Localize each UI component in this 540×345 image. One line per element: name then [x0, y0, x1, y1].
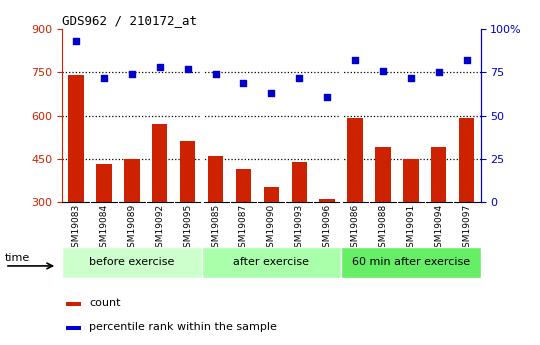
- Point: [99, 75, 108, 80]
- Point: [183, 66, 192, 72]
- Text: after exercise: after exercise: [233, 257, 309, 267]
- Bar: [236, 169, 251, 202]
- Text: GSM19087: GSM19087: [239, 204, 248, 253]
- Bar: [375, 147, 390, 202]
- Bar: [341, 247, 481, 278]
- Point: [351, 58, 360, 63]
- Bar: [459, 118, 474, 202]
- Bar: [69, 75, 84, 202]
- Text: GDS962 / 210172_at: GDS962 / 210172_at: [62, 14, 197, 27]
- Text: GSM19083: GSM19083: [71, 204, 80, 253]
- Text: GSM19093: GSM19093: [295, 204, 303, 253]
- Bar: [431, 147, 447, 202]
- Point: [127, 71, 136, 77]
- Text: count: count: [89, 298, 121, 308]
- Bar: [62, 247, 201, 278]
- Bar: [124, 159, 139, 202]
- Point: [72, 39, 80, 44]
- Point: [211, 71, 220, 77]
- Point: [407, 75, 415, 80]
- Point: [323, 94, 332, 99]
- Bar: [320, 199, 335, 202]
- Text: GSM19097: GSM19097: [462, 204, 471, 253]
- Bar: [66, 302, 81, 306]
- Point: [239, 80, 248, 86]
- Text: GSM19088: GSM19088: [379, 204, 388, 253]
- Bar: [264, 187, 279, 202]
- Bar: [66, 326, 81, 330]
- Bar: [208, 156, 223, 202]
- Text: before exercise: before exercise: [89, 257, 174, 267]
- Bar: [180, 141, 195, 202]
- Text: GSM19084: GSM19084: [99, 204, 109, 253]
- Point: [156, 65, 164, 70]
- Bar: [96, 165, 112, 202]
- Bar: [292, 161, 307, 202]
- Bar: [403, 159, 418, 202]
- Text: GSM19096: GSM19096: [323, 204, 332, 253]
- Point: [462, 58, 471, 63]
- Text: time: time: [5, 254, 30, 264]
- Text: GSM19090: GSM19090: [267, 204, 276, 253]
- Text: 60 min after exercise: 60 min after exercise: [352, 257, 470, 267]
- Bar: [152, 124, 167, 202]
- Text: GSM19094: GSM19094: [434, 204, 443, 253]
- Point: [267, 90, 275, 96]
- Bar: [347, 118, 363, 202]
- Text: GSM19089: GSM19089: [127, 204, 136, 253]
- Text: percentile rank within the sample: percentile rank within the sample: [89, 322, 277, 332]
- Point: [379, 68, 387, 73]
- Text: GSM19086: GSM19086: [350, 204, 360, 253]
- Text: GSM19085: GSM19085: [211, 204, 220, 253]
- Text: GSM19095: GSM19095: [183, 204, 192, 253]
- Bar: [201, 247, 341, 278]
- Text: GSM19091: GSM19091: [406, 204, 415, 253]
- Point: [295, 75, 303, 80]
- Text: GSM19092: GSM19092: [156, 204, 164, 253]
- Point: [434, 70, 443, 75]
